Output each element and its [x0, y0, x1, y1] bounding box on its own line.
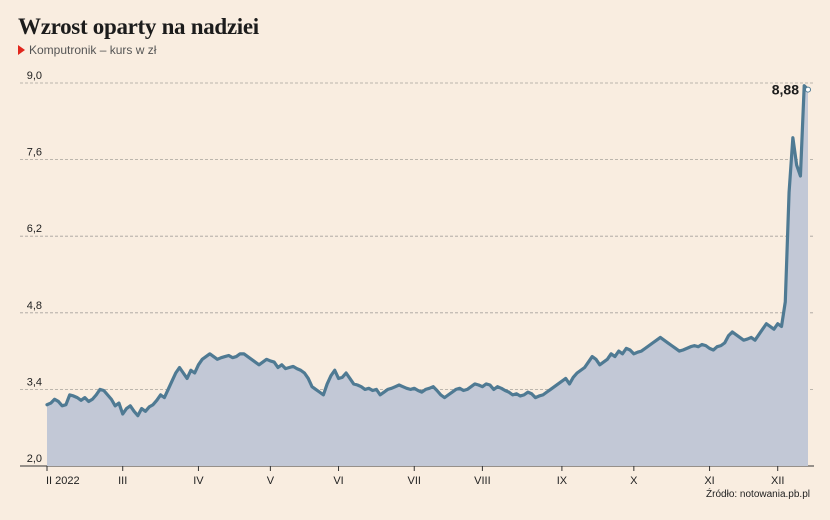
- x-tick-label: XI: [704, 475, 714, 487]
- y-tick-label: 7,6: [27, 147, 42, 159]
- source-note: Źródło: notowania.pb.pl: [706, 489, 810, 500]
- chart-title: Wzrost oparty na nadziei: [18, 14, 259, 39]
- x-tick-label: XII: [771, 475, 784, 487]
- x-tick-label: X: [630, 475, 638, 487]
- x-tick-label: IX: [557, 475, 568, 487]
- series-area: [47, 85, 808, 467]
- end-value-label: 8,88: [772, 82, 799, 98]
- x-tick-label: VI: [333, 475, 343, 487]
- x-tick-label: III: [118, 475, 127, 487]
- y-tick-label: 9,0: [27, 70, 42, 82]
- x-tick-label: VII: [408, 475, 421, 487]
- x-tick-label: IV: [193, 475, 204, 487]
- x-tick-label: II 2022: [46, 475, 80, 487]
- red-triangle-icon: [18, 45, 25, 55]
- chart-subtitle: Komputronik – kurs w zł: [18, 43, 156, 57]
- chart-subtitle-text: Komputronik – kurs w zł: [29, 43, 157, 57]
- x-tick-label: V: [267, 475, 275, 487]
- y-tick-label: 4,8: [27, 300, 42, 312]
- x-tick-label: VIII: [474, 475, 491, 487]
- end-point-marker: [805, 86, 811, 93]
- y-tick-label: 3,4: [27, 376, 42, 388]
- series-line: [45, 84, 810, 418]
- y-tick-label: 2,0: [27, 453, 42, 465]
- y-tick-label: 6,2: [27, 223, 42, 235]
